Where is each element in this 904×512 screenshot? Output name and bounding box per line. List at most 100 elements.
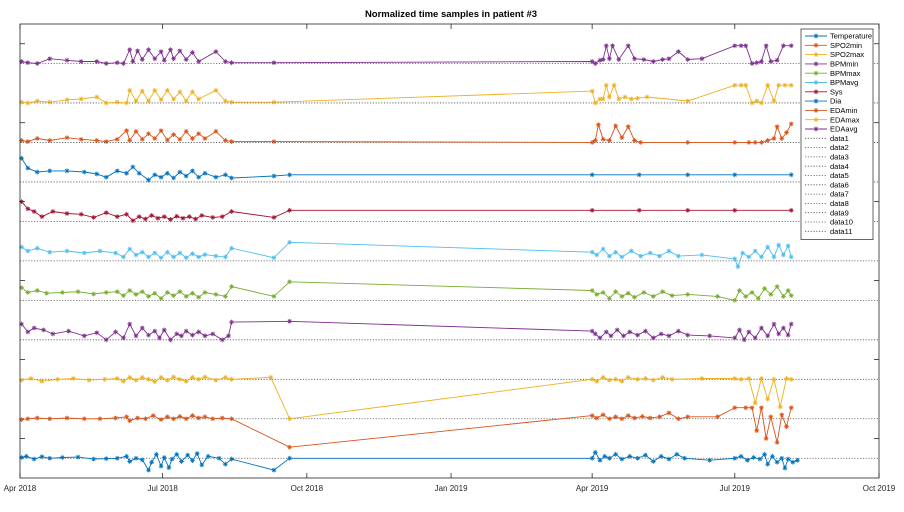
data-point <box>749 405 755 411</box>
data-point <box>25 290 31 295</box>
x-tick-label: Jan 2019 <box>435 484 468 493</box>
data-point <box>150 413 156 419</box>
legend-entry-data9: data9 <box>805 208 849 217</box>
legend-label: data2 <box>830 143 849 152</box>
data-point <box>158 174 164 180</box>
data-point <box>715 414 720 420</box>
data-point <box>774 57 780 63</box>
data-point <box>738 43 744 49</box>
data-point <box>627 329 633 335</box>
data-point <box>164 137 170 143</box>
data-point <box>196 294 202 300</box>
data-point <box>759 100 764 106</box>
data-point <box>644 94 650 100</box>
data-point <box>219 337 225 343</box>
data-point <box>682 455 688 461</box>
data-point <box>765 461 771 467</box>
legend-entry-data1: data1 <box>805 134 849 143</box>
data-point <box>158 255 164 261</box>
data-point <box>271 467 277 473</box>
data-point <box>746 254 752 260</box>
data-point <box>78 211 84 217</box>
data-point <box>136 214 142 220</box>
data-point <box>180 215 186 221</box>
data-point <box>196 329 202 335</box>
data-point <box>636 207 642 213</box>
data-point <box>174 331 180 337</box>
data-point <box>25 60 31 66</box>
data-point <box>133 292 139 297</box>
data-point <box>657 414 662 420</box>
data-point <box>25 416 31 422</box>
data-point <box>788 82 794 88</box>
data-point <box>158 97 164 103</box>
data-point <box>594 252 600 258</box>
legend-marker <box>813 52 819 57</box>
data-point <box>213 87 219 93</box>
series-bpmmin <box>19 318 794 343</box>
data-point <box>183 328 189 334</box>
data-point <box>613 249 619 255</box>
data-point <box>785 456 791 462</box>
data-point <box>669 376 675 382</box>
data-point <box>190 290 195 296</box>
data-point <box>103 337 109 343</box>
data-point <box>91 215 97 220</box>
data-point <box>737 327 742 333</box>
data-point <box>127 288 133 293</box>
legend-entry-spo2max: SPO2max <box>805 50 864 59</box>
data-point <box>614 327 620 333</box>
data-point <box>121 335 126 341</box>
data-point <box>127 321 133 327</box>
data-point <box>600 412 606 418</box>
data-point <box>749 290 755 295</box>
data-point <box>31 325 37 331</box>
data-point <box>202 290 208 295</box>
data-point <box>592 138 598 143</box>
data-point <box>222 172 228 178</box>
data-point <box>28 376 34 381</box>
data-point <box>130 59 136 64</box>
data-point <box>127 374 133 380</box>
data-point <box>771 98 777 104</box>
data-point <box>75 454 81 460</box>
data-point <box>216 455 222 461</box>
data-point <box>196 59 202 64</box>
legend-entry-bpmmin: BPMmin <box>805 60 858 69</box>
legend-marker <box>813 89 819 95</box>
data-point <box>589 172 595 178</box>
data-point <box>732 335 738 341</box>
data-point <box>222 138 228 143</box>
data-point <box>589 328 595 334</box>
data-point <box>600 96 606 102</box>
data-point <box>784 130 789 135</box>
data-point <box>784 376 789 381</box>
data-point <box>741 337 747 343</box>
series-edaavg <box>19 43 794 66</box>
data-point <box>146 376 151 382</box>
data-point <box>152 250 158 256</box>
data-point <box>229 245 235 251</box>
data-point <box>39 214 45 220</box>
data-point <box>25 206 31 212</box>
legend-label: EDAavg <box>830 125 858 134</box>
data-point <box>685 140 691 145</box>
data-point <box>229 376 235 382</box>
data-point <box>146 98 151 104</box>
data-point <box>133 128 139 134</box>
data-point <box>146 177 151 183</box>
data-point <box>759 59 764 64</box>
data-point <box>776 242 782 248</box>
data-point <box>190 332 195 338</box>
data-point <box>638 140 644 145</box>
data-point <box>771 376 777 382</box>
data-point <box>164 377 170 383</box>
data-point <box>19 244 24 250</box>
series-temperature <box>19 449 800 473</box>
data-point <box>715 294 720 299</box>
data-point <box>271 255 277 261</box>
data-point <box>271 215 277 220</box>
data-point <box>732 82 738 88</box>
data-point <box>171 175 177 181</box>
data-point <box>762 451 767 457</box>
